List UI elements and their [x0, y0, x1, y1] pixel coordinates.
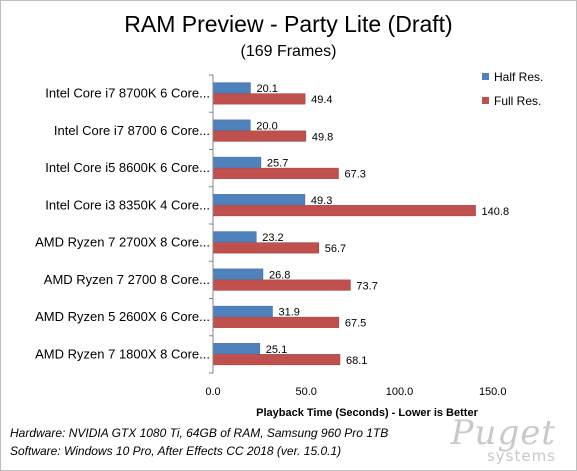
category-label: Intel Core i5 8600K 6 Core...: [45, 160, 210, 175]
category-label: AMD Ryzen 7 2700X 8 Core...: [35, 235, 210, 250]
bar-full-res: [212, 130, 307, 142]
data-label: 49.3: [311, 195, 332, 207]
legend-swatch-half-res: [482, 73, 489, 80]
bar-half-res: [212, 268, 264, 280]
legend-label: Half Res.: [494, 70, 543, 84]
bar-full-res: [212, 242, 319, 254]
category-label: Intel Core i7 8700 6 Core...: [54, 123, 210, 138]
bar-half-res: [212, 119, 251, 131]
data-label: 20.1: [256, 83, 277, 95]
bar-full-res: [212, 279, 351, 291]
logo-wordmark-bottom: systems: [486, 447, 556, 465]
footer-hardware: Hardware: NVIDIA GTX 1080 Ti, 64GB of RA…: [10, 426, 389, 440]
data-label: 73.7: [356, 280, 377, 292]
data-label: 31.9: [278, 307, 299, 319]
chart-subtitle: (169 Frames): [240, 43, 337, 60]
bar-full-res: [212, 93, 306, 105]
bar-full-res: [212, 354, 341, 366]
data-label: 25.1: [266, 344, 287, 356]
bar-full-res: [212, 316, 340, 328]
data-label: 26.8: [269, 269, 290, 281]
bar-full-res: [212, 167, 339, 179]
data-label: 56.7: [325, 243, 346, 255]
data-label: 49.4: [311, 94, 332, 106]
category-label: AMD Ryzen 7 2700 8 Core...: [44, 272, 210, 287]
x-tick-label: 150.0: [479, 386, 507, 398]
x-tick-label: 100.0: [386, 386, 414, 398]
data-label: 49.8: [312, 131, 333, 143]
footer-software: Software: Windows 10 Pro, After Effects …: [10, 444, 342, 458]
chart-title: RAM Preview - Party Lite (Draft): [124, 11, 453, 37]
data-label: 67.3: [344, 169, 365, 181]
data-label: 140.8: [482, 206, 510, 218]
bar-half-res: [212, 343, 261, 355]
bar-half-res: [212, 231, 257, 243]
puget-systems-logo: Puget systems: [450, 413, 556, 465]
bar-half-res: [212, 82, 251, 94]
category-label: Intel Core i3 8350K 4 Core...: [45, 197, 210, 212]
category-label: AMD Ryzen 7 1800X 8 Core...: [35, 346, 210, 361]
bar-half-res: [212, 156, 262, 168]
data-label: 68.1: [346, 355, 367, 367]
x-axis-label: Playback Time (Seconds) - Lower is Bette…: [256, 407, 478, 419]
bar-full-res: [212, 205, 476, 217]
data-label: 67.5: [345, 318, 366, 330]
bar-half-res: [212, 194, 306, 206]
logo-wordmark-top: Puget: [450, 413, 556, 453]
data-label: 25.7: [267, 158, 288, 170]
x-tick-label: 50.0: [296, 386, 317, 398]
category-label: AMD Ryzen 5 2600X 6 Core...: [35, 309, 210, 324]
category-label: Intel Core i7 8700K 6 Core...: [45, 86, 210, 101]
legend-swatch-full-res: [482, 97, 489, 104]
legend-label: Full Res.: [494, 94, 541, 108]
bar-half-res: [212, 305, 273, 317]
data-label: 23.2: [262, 232, 283, 244]
x-tick-label: 0.0: [205, 386, 220, 398]
data-label: 20.0: [256, 120, 277, 132]
